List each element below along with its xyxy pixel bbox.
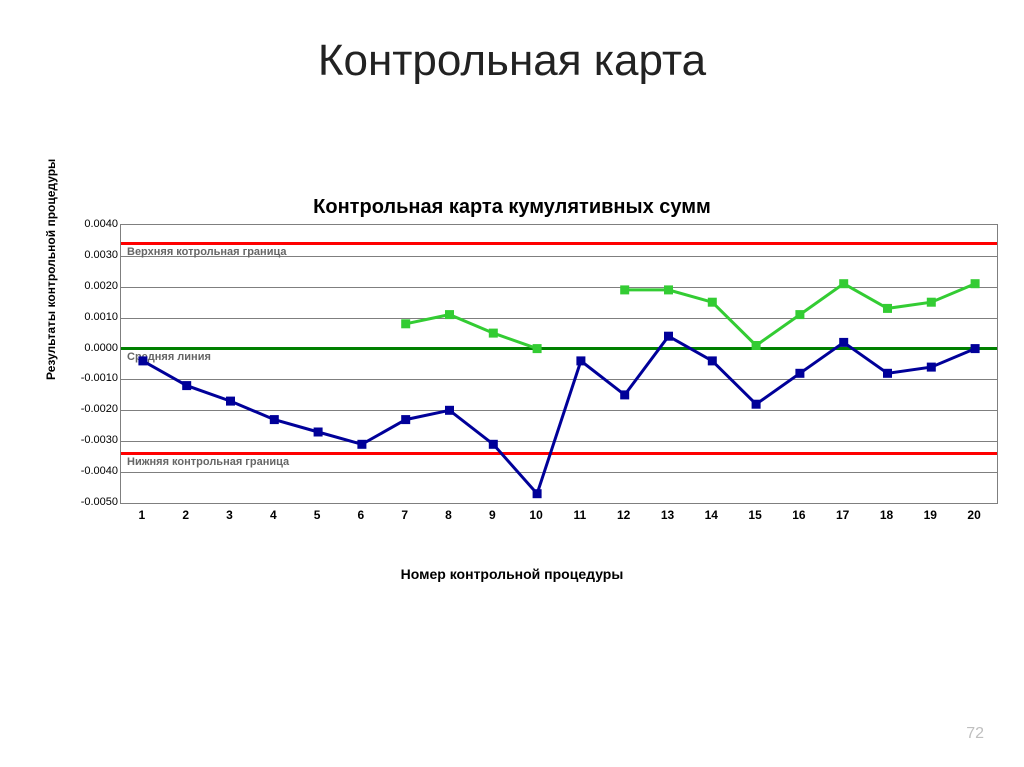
y-tick-label: -0.0020 bbox=[62, 403, 118, 415]
x-tick-label: 10 bbox=[521, 508, 551, 522]
series-marker-series_blue bbox=[357, 440, 366, 449]
x-tick-label: 19 bbox=[915, 508, 945, 522]
series-marker-series_blue bbox=[620, 390, 629, 399]
series-marker-series_green bbox=[883, 304, 892, 313]
x-tick-label: 15 bbox=[740, 508, 770, 522]
x-tick-label: 16 bbox=[784, 508, 814, 522]
y-tick-label: -0.0050 bbox=[62, 496, 118, 508]
y-tick-label: 0.0000 bbox=[62, 342, 118, 354]
series-marker-series_green bbox=[445, 310, 454, 319]
series-marker-series_blue bbox=[270, 415, 279, 424]
series-marker-series_green bbox=[752, 341, 761, 350]
x-tick-label: 1 bbox=[127, 508, 157, 522]
x-tick-label: 18 bbox=[872, 508, 902, 522]
series-marker-series_green bbox=[533, 344, 542, 353]
series-marker-series_green bbox=[620, 285, 629, 294]
series-marker-series_blue bbox=[839, 338, 848, 347]
plot-area: Верхняя котрольная границаСредняя линияН… bbox=[120, 224, 998, 504]
series-line-series_blue bbox=[143, 336, 975, 494]
slide-title: Контрольная карта bbox=[0, 36, 1024, 86]
series-marker-series_blue bbox=[752, 400, 761, 409]
x-tick-label: 2 bbox=[171, 508, 201, 522]
x-axis-title: Номер контрольной процедуры bbox=[0, 566, 1024, 582]
x-tick-label: 9 bbox=[477, 508, 507, 522]
series-marker-series_blue bbox=[927, 363, 936, 372]
x-tick-label: 14 bbox=[696, 508, 726, 522]
series-marker-series_blue bbox=[664, 332, 673, 341]
x-tick-label: 5 bbox=[302, 508, 332, 522]
y-tick-label: -0.0010 bbox=[62, 372, 118, 384]
series-marker-series_blue bbox=[708, 356, 717, 365]
page-number: 72 bbox=[966, 725, 984, 743]
x-tick-label: 17 bbox=[828, 508, 858, 522]
series-marker-series_blue bbox=[138, 356, 147, 365]
x-tick-label: 12 bbox=[609, 508, 639, 522]
series-marker-series_blue bbox=[971, 344, 980, 353]
x-tick-label: 13 bbox=[653, 508, 683, 522]
y-tick-label: -0.0030 bbox=[62, 434, 118, 446]
x-tick-label: 20 bbox=[959, 508, 989, 522]
series-marker-series_blue bbox=[533, 489, 542, 498]
chart-title: Контрольная карта кумулятивных сумм bbox=[0, 196, 1024, 219]
y-tick-label: 0.0010 bbox=[62, 311, 118, 323]
series-marker-series_blue bbox=[576, 356, 585, 365]
series-marker-series_blue bbox=[883, 369, 892, 378]
x-tick-label: 4 bbox=[258, 508, 288, 522]
series-marker-series_blue bbox=[182, 381, 191, 390]
series-marker-series_blue bbox=[489, 440, 498, 449]
x-tick-label: 8 bbox=[434, 508, 464, 522]
y-tick-label: 0.0020 bbox=[62, 280, 118, 292]
series-line-series_green bbox=[406, 284, 975, 349]
x-tick-label: 6 bbox=[346, 508, 376, 522]
series-marker-series_green bbox=[664, 285, 673, 294]
y-tick-label: 0.0030 bbox=[62, 249, 118, 261]
series-marker-series_green bbox=[489, 329, 498, 338]
series-marker-series_blue bbox=[226, 397, 235, 406]
series-layer bbox=[121, 225, 997, 503]
series-marker-series_green bbox=[971, 279, 980, 288]
x-tick-label: 7 bbox=[390, 508, 420, 522]
series-marker-series_green bbox=[927, 298, 936, 307]
series-marker-series_green bbox=[708, 298, 717, 307]
series-marker-series_blue bbox=[314, 428, 323, 437]
series-marker-series_green bbox=[839, 279, 848, 288]
chart-area: Верхняя котрольная границаСредняя линияН… bbox=[52, 224, 1000, 552]
series-marker-series_blue bbox=[795, 369, 804, 378]
y-tick-label: -0.0040 bbox=[62, 465, 118, 477]
y-tick-label: 0.0040 bbox=[62, 218, 118, 230]
series-marker-series_blue bbox=[445, 406, 454, 415]
series-marker-series_green bbox=[401, 319, 410, 328]
series-marker-series_green bbox=[795, 310, 804, 319]
x-tick-label: 11 bbox=[565, 508, 595, 522]
series-marker-series_blue bbox=[401, 415, 410, 424]
x-tick-label: 3 bbox=[215, 508, 245, 522]
